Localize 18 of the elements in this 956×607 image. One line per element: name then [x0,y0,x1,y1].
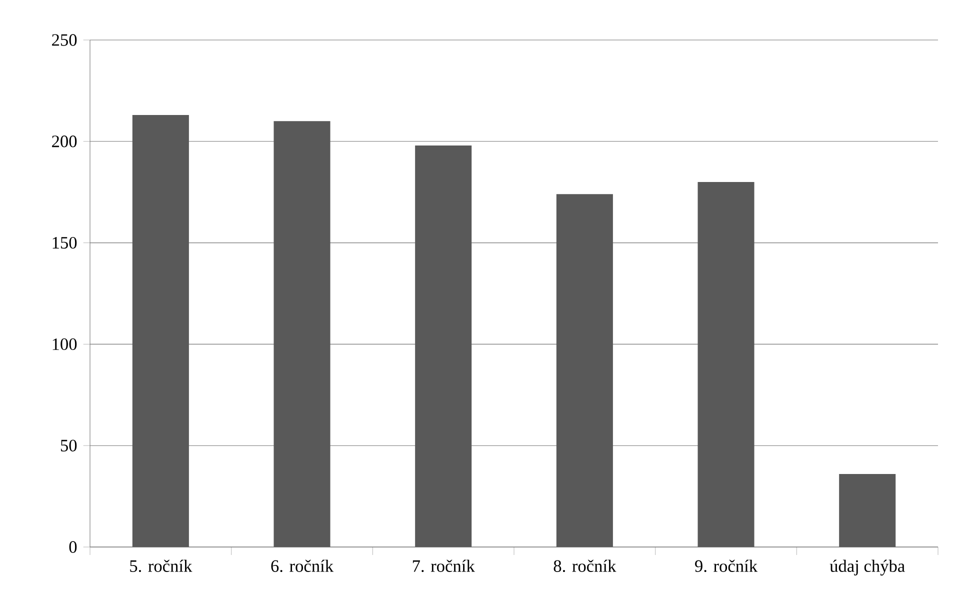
bar [415,145,472,547]
bar [132,115,189,547]
x-tick-label: 7. ročník [412,560,475,572]
bar [274,121,330,547]
y-tick-label: 200 [52,136,77,148]
y-tick-label: 150 [52,236,77,249]
bar [839,474,896,547]
x-tick-label: 6. ročník [271,560,334,572]
y-tick-label: 100 [52,338,77,350]
x-tick-label: 9. ročník [695,560,758,572]
x-tick-label: údaj chýba [830,560,905,576]
x-tick-label: 8. ročník [554,560,616,572]
y-tick-label: 0 [69,541,77,553]
x-tick-label: 5. ročník [130,560,192,572]
bar [556,194,613,547]
y-tick-label: 50 [60,440,77,452]
bar [698,182,754,547]
y-tick-label: 250 [52,34,77,46]
